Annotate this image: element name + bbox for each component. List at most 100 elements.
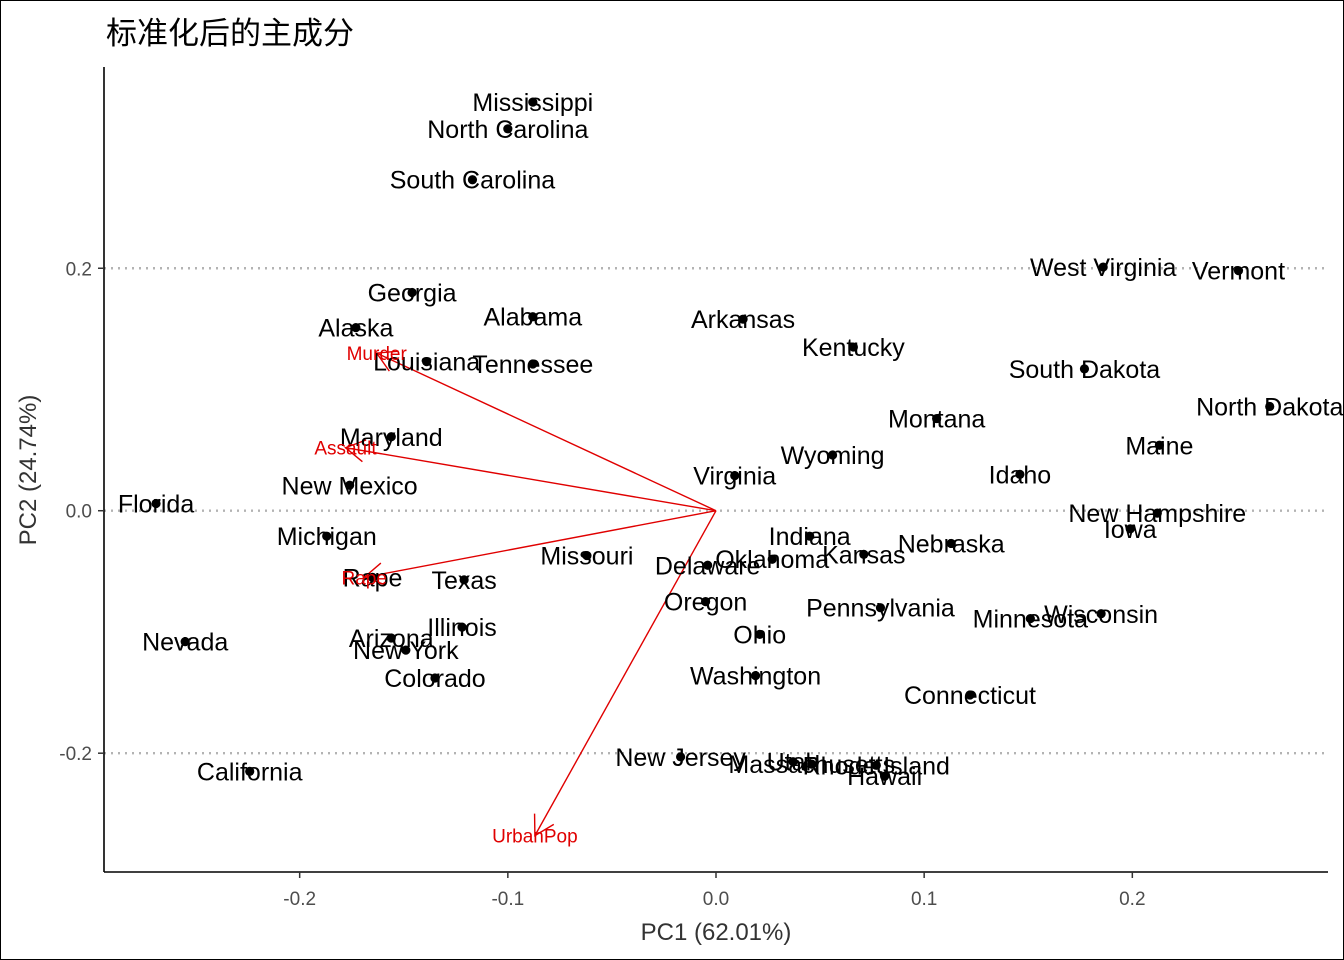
point-label-nevada: Nevada [142, 629, 228, 657]
point-alabama [528, 312, 538, 322]
point-idaho [1015, 469, 1025, 479]
point-label-oregon: Oregon [664, 589, 747, 617]
loading-label-murder: Murder [347, 344, 408, 365]
point-label-new-hampshire: New Hampshire [1068, 500, 1246, 528]
point-label-south-dakota: South Dakota [1009, 356, 1161, 384]
point-minnesota [1025, 614, 1035, 624]
point-label-louisiana: Louisiana [373, 349, 480, 377]
point-utah [788, 757, 798, 767]
point-label-south-carolina: South Carolina [390, 167, 555, 195]
point-label-florida: Florida [118, 490, 195, 518]
point-nevada [180, 637, 190, 647]
point-label-delaware: Delaware [655, 552, 761, 580]
point-new-jersey [676, 752, 686, 762]
x-axis-label: PC1 (62.01%) [641, 919, 792, 946]
loading-arrowhead [344, 439, 367, 463]
point-label-tennessee: Tennessee [472, 351, 593, 379]
point-missouri [582, 550, 592, 561]
point-label-idaho: Idaho [989, 461, 1052, 489]
loading-arrowhead [362, 562, 386, 586]
point-new-york [401, 645, 411, 655]
point-south-dakota [1079, 364, 1090, 374]
point-label-minnesota: Minnesota [973, 606, 1088, 634]
point-label-hawaii: Hawaii [847, 763, 922, 791]
point-maryland [386, 432, 396, 442]
point-mississippi [528, 97, 538, 107]
point-michigan [322, 531, 332, 541]
grid-lines [104, 267, 1328, 755]
point-label-rape: Rape [343, 564, 403, 592]
point-rape [367, 572, 378, 582]
point-illinois [457, 622, 467, 632]
point-montana [932, 413, 942, 424]
x-tick-label: -0.1 [491, 889, 524, 910]
y-tick-label: 0.2 [66, 259, 92, 280]
point-west-virginia [1098, 262, 1108, 272]
point-pennsylvania [875, 603, 886, 613]
point-label-kentucky: Kentucky [802, 334, 905, 362]
point-label-new-jersey: New Jersey [615, 744, 746, 772]
y-ticks: -0.2 0.0 0.2 [59, 259, 104, 765]
point-label-mississippi: Mississippi [472, 89, 593, 117]
point-delaware [703, 560, 713, 570]
point-label-utah: Utah [767, 749, 820, 777]
point-washington [750, 670, 761, 681]
x-tick-label: 0.0 [703, 889, 729, 910]
point-label-north-dakota: North Dakota [1196, 393, 1343, 421]
loading-label-rape: Rape [341, 568, 386, 589]
point-label-ohio: Ohio [733, 621, 786, 649]
point-connecticut [965, 690, 975, 700]
point-label-arkansas: Arkansas [691, 306, 795, 334]
point-north-dakota [1265, 401, 1275, 412]
point-alaska [351, 323, 361, 333]
loading-arrowhead [533, 813, 555, 837]
point-label-colorado: Colorado [384, 665, 485, 693]
point-label-north-carolina: North Carolina [427, 116, 588, 144]
point-label-alabama: Alabama [483, 304, 582, 332]
point-arizona [386, 633, 396, 643]
point-label-wisconsin: Wisconsin [1044, 601, 1158, 629]
point-louisiana [422, 357, 432, 367]
point-label-pennsylvania: Pennsylvania [806, 595, 955, 623]
x-tick-label: -0.2 [283, 889, 316, 910]
point-label-california: California [197, 758, 303, 786]
point-rhode-island [871, 760, 881, 770]
point-label-michigan: Michigan [277, 523, 377, 551]
point-wyoming [827, 450, 838, 460]
data-points [151, 97, 1275, 781]
point-label-maine: Maine [1125, 432, 1193, 460]
loading-label-assault: Assault [314, 439, 377, 460]
point-kentucky [848, 342, 858, 352]
point-florida [151, 498, 161, 509]
loading-arrow-urbanpop [534, 510, 717, 836]
point-vermont [1233, 266, 1244, 276]
y-tick-label: 0.0 [66, 502, 92, 523]
point-oklahoma [767, 554, 777, 564]
point-hawaii [880, 771, 890, 781]
point-label-texas: Texas [431, 567, 496, 595]
point-label-connecticut: Connecticut [904, 682, 1036, 710]
point-label-massachusetts: Massachusetts [728, 751, 895, 779]
point-massachusetts [807, 759, 817, 769]
point-california [245, 766, 255, 776]
loading-labels: Murder Assault Rape UrbanPop [314, 344, 577, 848]
y-tick-label: -0.2 [59, 744, 92, 765]
point-label-illinois: Illinois [427, 614, 496, 642]
point-new-mexico [345, 480, 355, 490]
loading-arrows [344, 350, 717, 837]
x-tick-label: 0.2 [1119, 889, 1145, 910]
point-indiana [805, 531, 815, 541]
point-south-carolina [467, 175, 478, 185]
loading-arrowhead [375, 350, 399, 372]
point-label-virginia: Virginia [693, 463, 776, 491]
point-label-oklahoma: Oklahoma [715, 546, 829, 574]
point-kansas [859, 549, 869, 559]
point-label-new-mexico: New Mexico [282, 472, 418, 500]
point-iowa [1125, 524, 1135, 534]
point-label-georgia: Georgia [368, 279, 457, 307]
point-label-missouri: Missouri [540, 543, 633, 571]
point-label-nebraska: Nebraska [898, 530, 1005, 558]
point-label-washington: Washington [690, 663, 821, 691]
point-georgia [407, 287, 417, 298]
point-label-arizona: Arizona [349, 625, 434, 653]
